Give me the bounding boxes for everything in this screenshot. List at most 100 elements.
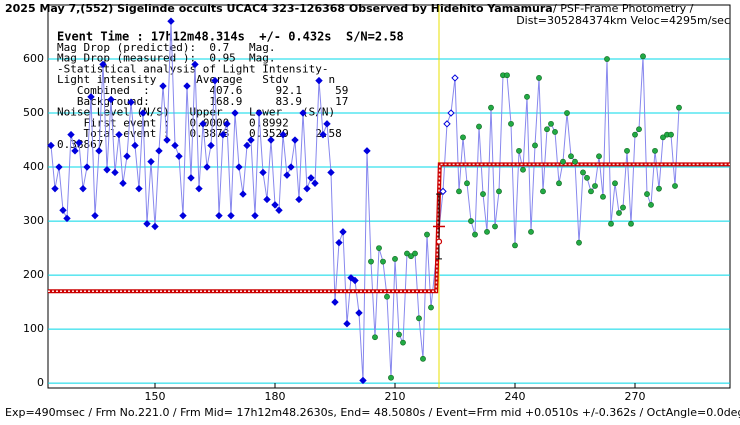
- point: [612, 180, 618, 187]
- x-tick-label: 270: [625, 390, 646, 403]
- point: [368, 258, 374, 265]
- point: [235, 163, 243, 171]
- footer: Exp=490msec / Frm No.221.0 / Frm Mid= 17…: [5, 406, 740, 419]
- point: [155, 147, 163, 155]
- point: [620, 204, 626, 211]
- point: [107, 95, 115, 104]
- point: [456, 188, 462, 195]
- subtitle: / PSF-Frame Photometry /: [553, 2, 694, 15]
- point: [143, 220, 151, 228]
- point: [512, 242, 518, 249]
- point: [279, 130, 287, 139]
- point: [191, 60, 199, 69]
- point: [400, 339, 406, 346]
- point: [388, 374, 394, 381]
- x-tick-label: 180: [265, 390, 286, 403]
- point: [151, 222, 159, 231]
- y-tick-label: 200: [23, 268, 44, 281]
- point: [644, 191, 650, 197]
- point: [123, 152, 131, 160]
- chart-title: 2025 May 7,(552) Sigelinde occults UCAC4…: [5, 2, 553, 15]
- point: [588, 188, 594, 195]
- point: [636, 126, 642, 133]
- point: [508, 120, 514, 127]
- point: [536, 75, 542, 81]
- point: [147, 157, 155, 166]
- point: [99, 60, 107, 69]
- point: [127, 98, 135, 106]
- point: [424, 231, 430, 238]
- point: [179, 211, 187, 220]
- point: [51, 184, 59, 193]
- y-tick-label: 400: [23, 160, 44, 173]
- point: [380, 258, 386, 265]
- point: [624, 147, 630, 154]
- point: [568, 153, 574, 160]
- x-tick-label: 240: [505, 390, 526, 403]
- point: [592, 183, 598, 189]
- point: [420, 355, 426, 362]
- annotation: Combined : 407.6 92.1 59: [57, 84, 348, 97]
- point: [476, 123, 482, 130]
- point: [83, 163, 91, 171]
- point: [355, 309, 363, 317]
- point: [111, 168, 119, 177]
- point: [91, 211, 99, 220]
- point: [648, 201, 654, 208]
- y-tick-label: 300: [23, 214, 44, 227]
- annotation: Mag Drop (predicted): 0.7 Mag.: [57, 41, 276, 54]
- annotation: -Statistical analysis of Light Intensity…: [57, 62, 329, 75]
- event-point: [435, 238, 443, 245]
- point: [604, 56, 610, 62]
- point: [131, 141, 139, 150]
- point: [484, 228, 490, 235]
- point: [451, 74, 459, 82]
- point: [351, 276, 359, 285]
- point: [135, 184, 143, 193]
- point: [87, 93, 95, 101]
- point: [363, 147, 371, 155]
- point: [480, 191, 486, 197]
- point: [207, 141, 215, 150]
- point: [295, 195, 303, 204]
- point: [55, 163, 63, 171]
- point: [319, 130, 327, 139]
- point: [544, 126, 550, 133]
- point: [520, 166, 526, 173]
- point: [676, 104, 682, 111]
- point: [532, 142, 538, 149]
- point: [203, 163, 211, 171]
- point: [460, 134, 466, 141]
- light-curve: [50, 21, 680, 381]
- point: [243, 141, 251, 150]
- point: [315, 76, 323, 85]
- point: [504, 72, 510, 79]
- point: [307, 174, 315, 182]
- point: [608, 220, 614, 227]
- point: [327, 168, 335, 177]
- point: [287, 163, 295, 171]
- point: [115, 130, 123, 139]
- point: [468, 218, 474, 224]
- point: [343, 320, 351, 328]
- point: [359, 376, 367, 385]
- point: [271, 201, 279, 209]
- point: [404, 250, 410, 257]
- x-tick-label: 150: [145, 390, 166, 403]
- point: [303, 184, 311, 193]
- point: [472, 231, 478, 238]
- point: [576, 239, 582, 246]
- point: [227, 211, 235, 220]
- point: [616, 210, 622, 216]
- point: [299, 109, 307, 117]
- point: [408, 253, 414, 260]
- point: [211, 76, 219, 85]
- point: [339, 228, 347, 236]
- point: [71, 147, 79, 155]
- annotation: Light intensity Average Stdv n: [57, 73, 335, 86]
- point: [560, 158, 566, 165]
- point: [259, 168, 267, 177]
- point: [376, 245, 382, 251]
- point: [95, 147, 103, 155]
